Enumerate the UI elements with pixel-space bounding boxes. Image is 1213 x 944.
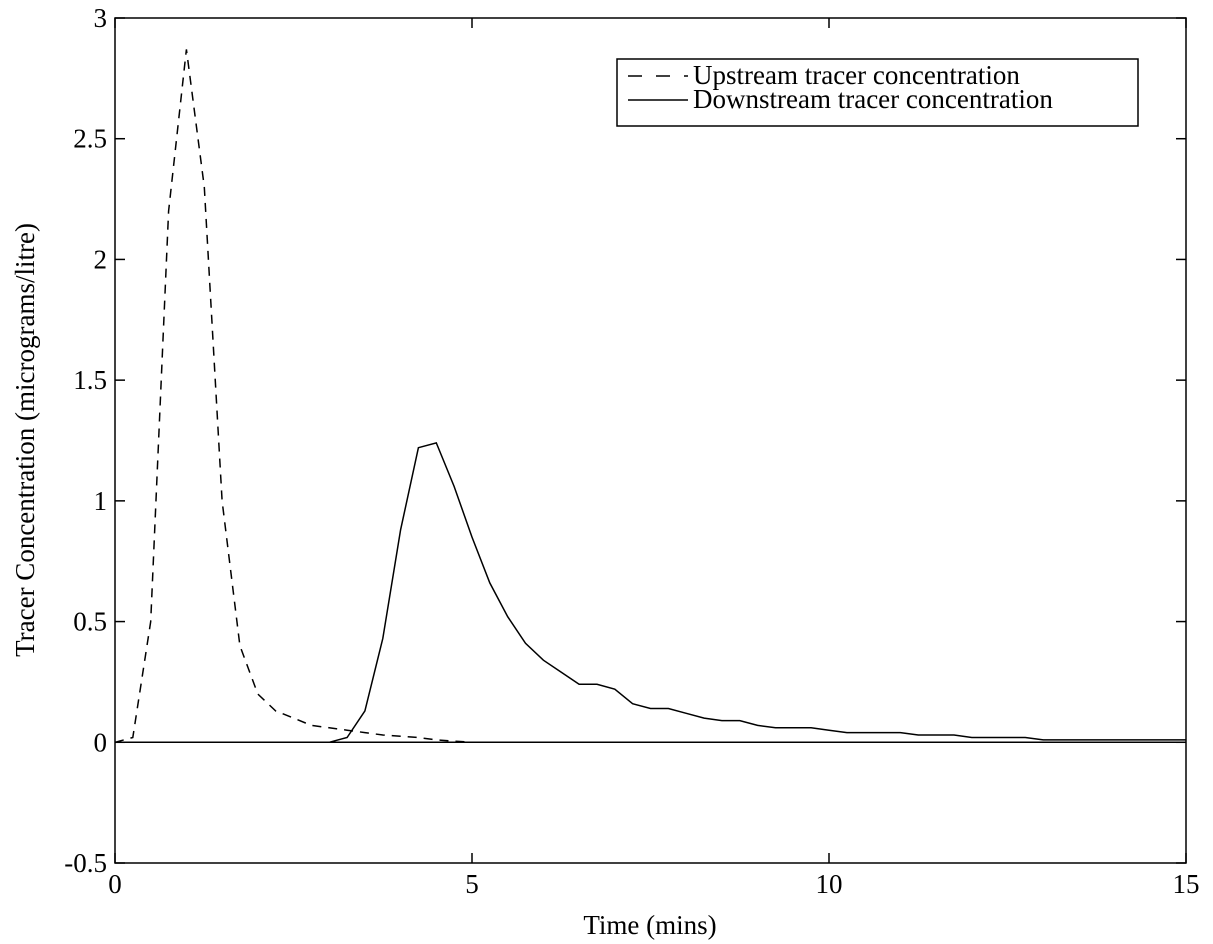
y-tick-label: 3 — [94, 3, 108, 33]
y-tick-label: 1 — [94, 486, 108, 516]
y-tick-label: 0.5 — [73, 607, 107, 637]
y-axis-label: Tracer Concentration (micrograms/litre) — [10, 223, 40, 657]
y-tick-label: -0.5 — [64, 848, 107, 878]
legend: Upstream tracer concentrationDownstream … — [616, 58, 1139, 127]
x-tick-label: 15 — [1173, 869, 1200, 899]
legend-label: Downstream tracer concentration — [693, 84, 1053, 114]
series-line-upstream — [114, 49, 1186, 744]
x-tick-label: 0 — [108, 869, 122, 899]
x-tick-label: 10 — [816, 869, 843, 899]
x-axis-label: Time (mins) — [583, 910, 716, 940]
plot-frame — [114, 17, 1187, 864]
legend-label: Upstream tracer concentration — [693, 60, 1020, 90]
y-tick-label: 2.5 — [73, 124, 107, 154]
y-tick-label: 1.5 — [73, 365, 107, 395]
y-tick-label: 2 — [94, 244, 108, 274]
x-tick-label: 5 — [465, 869, 479, 899]
y-tick-label: 0 — [94, 727, 108, 757]
series-line-downstream — [115, 442, 1186, 744]
legend-box — [616, 58, 1139, 127]
